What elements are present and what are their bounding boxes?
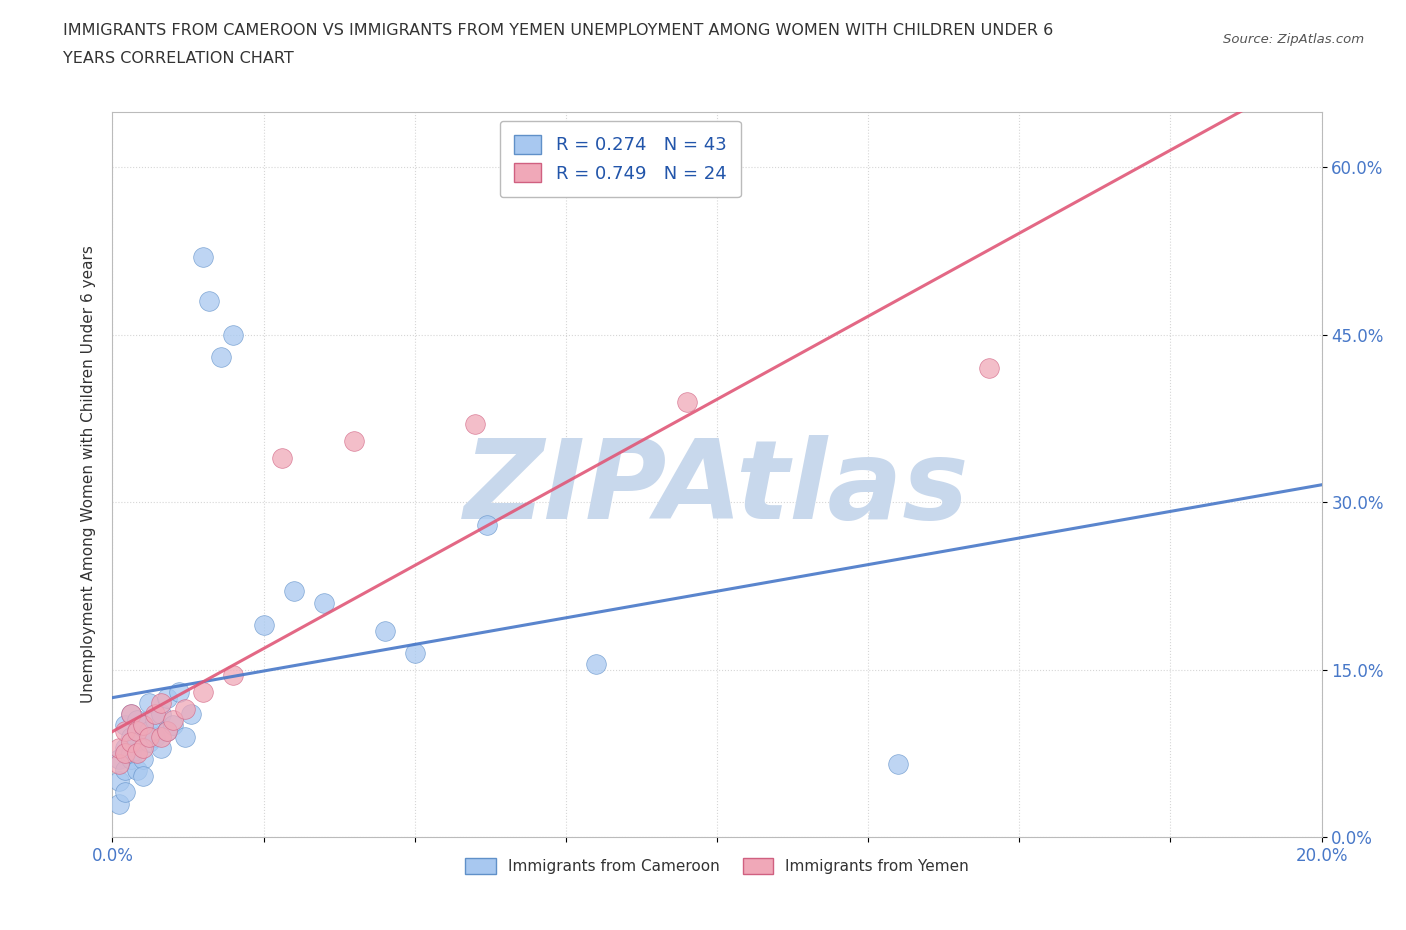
Point (477, 517, 499, 532)
Point (198, 294, 221, 309)
Point (107, 740, 129, 755)
Point (107, 757, 129, 772)
Point (149, 740, 172, 755)
Point (314, 595, 336, 610)
Point (585, 657, 607, 671)
Point (156, 690, 179, 705)
Point (162, 718, 184, 733)
Point (132, 751, 155, 766)
Text: ZIPAtlas: ZIPAtlas (464, 435, 970, 542)
Y-axis label: Unemployment Among Women with Children Under 6 years: Unemployment Among Women with Children U… (80, 246, 96, 703)
Point (191, 684, 214, 699)
Point (174, 701, 197, 716)
Point (107, 751, 129, 766)
Point (149, 707, 172, 722)
Point (132, 718, 155, 733)
Point (156, 724, 179, 738)
Point (143, 712, 166, 727)
Point (138, 724, 160, 738)
Point (120, 751, 142, 766)
Point (464, 417, 486, 432)
Point (120, 707, 142, 722)
Point (675, 394, 697, 409)
Point (125, 724, 148, 738)
Point (132, 740, 155, 755)
Point (149, 696, 172, 711)
Point (253, 618, 276, 632)
Point (125, 763, 148, 777)
Text: Source: ZipAtlas.com: Source: ZipAtlas.com (1223, 33, 1364, 46)
Point (374, 623, 396, 638)
Point (125, 712, 148, 727)
Text: YEARS CORRELATION CHART: YEARS CORRELATION CHART (63, 51, 294, 66)
Point (222, 327, 245, 342)
Point (107, 796, 129, 811)
Point (156, 724, 179, 738)
Point (107, 774, 129, 789)
Point (120, 707, 142, 722)
Point (191, 249, 214, 264)
Point (174, 729, 197, 744)
Point (114, 724, 136, 738)
Point (343, 433, 366, 448)
Point (120, 729, 142, 744)
Point (138, 735, 160, 750)
Point (977, 361, 1000, 376)
Point (125, 724, 148, 738)
Point (209, 350, 232, 365)
Point (138, 696, 160, 711)
Point (143, 707, 166, 722)
Point (162, 712, 184, 727)
Point (167, 684, 190, 699)
Point (114, 785, 136, 800)
Point (120, 735, 142, 750)
Point (114, 740, 136, 755)
Point (120, 746, 142, 761)
Point (149, 729, 172, 744)
Point (222, 668, 245, 683)
Point (125, 746, 148, 761)
Point (283, 584, 305, 599)
Point (132, 718, 155, 733)
Point (132, 768, 155, 783)
Point (114, 746, 136, 761)
Point (114, 763, 136, 777)
Text: IMMIGRANTS FROM CAMEROON VS IMMIGRANTS FROM YEMEN UNEMPLOYMENT AMONG WOMEN WITH : IMMIGRANTS FROM CAMEROON VS IMMIGRANTS F… (63, 23, 1053, 38)
Point (270, 450, 292, 465)
Point (114, 718, 136, 733)
Point (887, 757, 910, 772)
Point (180, 707, 202, 722)
Point (125, 735, 148, 750)
Point (138, 729, 160, 744)
Point (143, 729, 166, 744)
Point (404, 645, 426, 660)
Legend: Immigrants from Cameroon, Immigrants from Yemen: Immigrants from Cameroon, Immigrants fro… (458, 852, 976, 880)
